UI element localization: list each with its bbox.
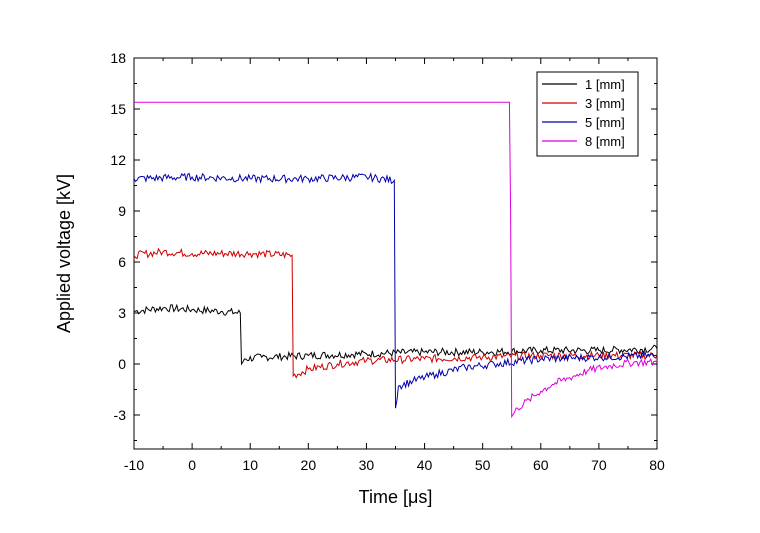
legend-label: 5 [mm] — [585, 115, 625, 130]
x-tick-label: 20 — [301, 457, 317, 473]
legend-box — [536, 71, 639, 157]
x-tick-label: 50 — [475, 457, 491, 473]
y-tick-label: 12 — [110, 152, 126, 168]
y-axis-title: Applied voltage [kV] — [54, 174, 74, 333]
y-tick-label: 18 — [110, 50, 126, 66]
series-line-3-mm — [133, 247, 658, 379]
x-tick-label: 40 — [417, 457, 433, 473]
axis-ticks: -10 0 10 20 30 40 50 60 70 80 -3 0 3 6 9 12 15 18 — [110, 50, 665, 473]
y-tick-label: 15 — [110, 101, 126, 117]
x-tick-label: -10 — [124, 457, 144, 473]
x-tick-label: 70 — [591, 457, 607, 473]
x-tick-label: 80 — [649, 457, 665, 473]
x-tick-label: 0 — [188, 457, 196, 473]
series-line-1-mm — [133, 303, 658, 366]
series-line-5-mm — [133, 172, 657, 409]
legend-label: 3 [mm] — [585, 96, 625, 111]
series-line-8-mm — [134, 101, 658, 419]
legend-label: 8 [mm] — [585, 134, 625, 149]
y-tick-label: 6 — [118, 254, 126, 270]
series-lines — [133, 101, 658, 419]
x-tick-label: 60 — [533, 457, 549, 473]
y-tick-label: -3 — [114, 407, 127, 423]
y-tick-label: 9 — [118, 203, 126, 219]
y-tick-label: 0 — [118, 356, 126, 372]
x-tick-label: 10 — [242, 457, 258, 473]
legend: 1 [mm] 3 [mm] 5 [mm] 8 [mm] — [536, 71, 639, 157]
y-tick-label: 3 — [118, 305, 126, 321]
x-axis-title: Time [μs] — [359, 487, 433, 507]
x-tick-label: 30 — [359, 457, 375, 473]
legend-label: 1 [mm] — [585, 77, 625, 92]
